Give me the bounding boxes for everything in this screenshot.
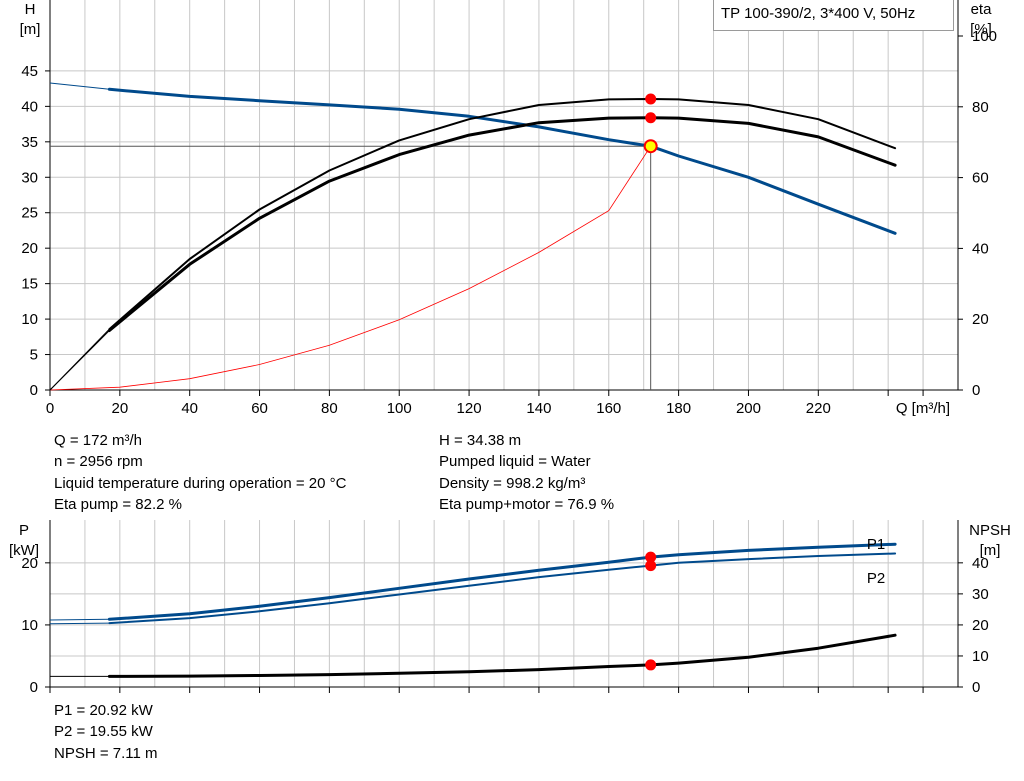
head-curve-extrapolation <box>49 82 110 90</box>
h-tick-label: 15 <box>21 276 38 293</box>
bottom-axes <box>45 520 963 693</box>
npsh-tick-label: 40 <box>972 555 989 572</box>
npsh-tick-label: 30 <box>972 586 989 603</box>
markers <box>643 93 658 671</box>
p-axis-unit: [kW] <box>9 542 39 559</box>
liquid-temperature: Liquid temperature during operation = 20… <box>54 475 347 492</box>
duty-point-marker <box>643 139 658 154</box>
eta-tick-label: 0 <box>972 382 980 399</box>
bottom-grid <box>50 520 958 687</box>
npsh-tick-label: 10 <box>972 648 989 665</box>
eta-axis-title: eta <box>971 1 993 18</box>
npsh-tick-label: 0 <box>972 679 980 696</box>
eta-tick-label: 40 <box>972 240 989 257</box>
h-axis-title: H <box>25 1 36 18</box>
eta-total-value: Eta pump+motor = 76.9 % <box>439 496 615 513</box>
q-tick-label: 180 <box>666 400 691 417</box>
h-tick-label: 25 <box>21 205 38 222</box>
p2-value: P2 = 19.55 kW <box>54 723 153 740</box>
flow-value: Q = 172 m³/h <box>54 432 142 449</box>
q-tick-label: 160 <box>596 400 621 417</box>
pump-title-box: TP 100-390/2, 3*400 V, 50Hz <box>713 0 954 31</box>
p1-marker <box>645 551 657 563</box>
h-tick-label: 40 <box>21 98 38 115</box>
q-tick-label: 200 <box>736 400 761 417</box>
p2-curve-label: P2 <box>867 570 885 587</box>
h-tick-label: 30 <box>21 169 38 186</box>
h-tick-label: 35 <box>21 134 38 151</box>
q-tick-label: 80 <box>321 400 338 417</box>
eta-total-curve-extrapolation <box>49 330 110 391</box>
npsh-axis-title: NPSH <box>969 522 1011 539</box>
q-tick-label: 60 <box>251 400 268 417</box>
pump-title: TP 100-390/2, 3*400 V, 50Hz <box>721 5 916 22</box>
head-curve <box>107 87 897 235</box>
p1-value: P1 = 20.92 kW <box>54 702 153 719</box>
eta-tick-label: 100 <box>972 28 997 45</box>
p2-curve-extrapolation <box>49 622 110 625</box>
h-tick-label: 45 <box>21 63 38 80</box>
npsh-tick-label: 20 <box>972 617 989 634</box>
system-curve <box>49 145 652 391</box>
eta-tick-label: 20 <box>972 311 989 328</box>
p-tick-label: 20 <box>21 555 38 572</box>
q-axis-title: Q [m³/h] <box>896 400 950 417</box>
p1-curve-extrapolation <box>49 618 110 621</box>
npsh-value: NPSH = 7.11 m <box>54 745 158 762</box>
h-tick-label: 0 <box>30 382 38 399</box>
p1-curve <box>107 542 897 621</box>
h-tick-label: 20 <box>21 240 38 257</box>
p2-curve <box>108 552 897 625</box>
eta-tick-label: 60 <box>972 170 989 187</box>
q-tick-label: 120 <box>457 400 482 417</box>
eta-pump-value: Eta pump = 82.2 % <box>54 496 182 513</box>
q-tick-label: 220 <box>806 400 831 417</box>
p-axis-title: P <box>19 522 29 539</box>
eta-tick-label: 80 <box>972 99 989 116</box>
h-tick-label: 10 <box>21 311 38 328</box>
axis-titles: H [m] eta [%] Q [m³/h] P [kW] NPSH [m] P1 P2 <box>9 1 1011 587</box>
h-axis-unit: [m] <box>20 21 41 38</box>
eta-axis-unit: [%] <box>970 21 992 38</box>
q-tick-label: 40 <box>181 400 198 417</box>
npsh-axis-unit: [m] <box>980 542 1001 559</box>
p-tick-label: 0 <box>30 679 38 696</box>
density-value: Density = 998.2 kg/m³ <box>439 475 586 492</box>
p1-curve-label: P1 <box>867 536 885 553</box>
eta-pump-curve <box>108 98 897 331</box>
pumped-liquid: Pumped liquid = Water <box>439 453 591 470</box>
eta-total-marker <box>645 112 657 124</box>
q-tick-label: 0 <box>46 400 54 417</box>
q-tick-label: 20 <box>112 400 129 417</box>
p-tick-label: 10 <box>21 617 38 634</box>
p2-marker <box>645 560 657 572</box>
top-grid <box>50 0 958 390</box>
eta-pump-marker <box>645 93 657 105</box>
top-axes <box>45 0 963 396</box>
q-tick-label: 140 <box>526 400 551 417</box>
speed-value: n = 2956 rpm <box>54 453 143 470</box>
h-tick-label: 5 <box>30 347 38 364</box>
head-value: H = 34.38 m <box>439 432 522 449</box>
tick-labels: 0 20 40 60 80 100 120 140 160 180 200 2200510152025… <box>21 28 997 696</box>
npsh-curve <box>107 633 897 678</box>
q-tick-label: 100 <box>387 400 412 417</box>
curves <box>49 82 897 678</box>
eta-total-curve <box>107 116 897 332</box>
npsh-marker <box>645 659 657 671</box>
